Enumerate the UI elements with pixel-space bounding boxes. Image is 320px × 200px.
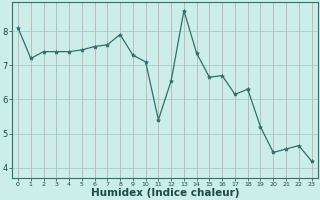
X-axis label: Humidex (Indice chaleur): Humidex (Indice chaleur)	[91, 188, 239, 198]
